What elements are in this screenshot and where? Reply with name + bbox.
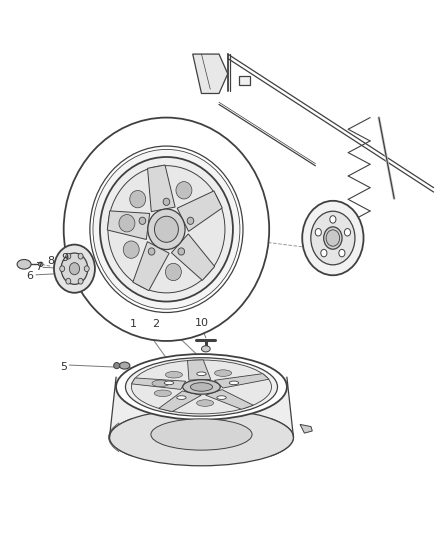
Ellipse shape	[123, 241, 139, 259]
Ellipse shape	[151, 419, 252, 450]
Ellipse shape	[39, 262, 43, 266]
Ellipse shape	[119, 362, 130, 369]
Text: 10: 10	[194, 318, 208, 328]
Ellipse shape	[164, 381, 174, 385]
Polygon shape	[148, 165, 175, 212]
Ellipse shape	[344, 229, 350, 236]
Ellipse shape	[108, 166, 225, 293]
Ellipse shape	[166, 263, 181, 281]
Ellipse shape	[78, 278, 83, 284]
Text: 1: 1	[130, 319, 137, 329]
Ellipse shape	[131, 360, 272, 414]
Ellipse shape	[324, 227, 342, 249]
Polygon shape	[171, 234, 215, 280]
Polygon shape	[205, 390, 253, 409]
Ellipse shape	[302, 201, 364, 275]
Ellipse shape	[110, 409, 293, 466]
Ellipse shape	[163, 198, 170, 205]
Ellipse shape	[217, 396, 226, 399]
Polygon shape	[187, 360, 211, 380]
Ellipse shape	[78, 253, 83, 259]
Text: 6: 6	[26, 271, 33, 281]
Ellipse shape	[66, 278, 71, 284]
Ellipse shape	[197, 400, 214, 406]
Ellipse shape	[148, 209, 185, 249]
Ellipse shape	[90, 146, 243, 312]
Ellipse shape	[154, 390, 171, 397]
Ellipse shape	[130, 190, 146, 208]
Ellipse shape	[66, 253, 71, 259]
Polygon shape	[193, 54, 228, 93]
Ellipse shape	[311, 211, 355, 265]
Polygon shape	[107, 211, 150, 239]
Text: 7: 7	[35, 262, 42, 272]
Text: 8: 8	[47, 256, 54, 266]
Ellipse shape	[191, 383, 212, 391]
Text: 5: 5	[60, 362, 67, 372]
Polygon shape	[131, 378, 186, 390]
Ellipse shape	[54, 245, 95, 293]
Ellipse shape	[187, 217, 194, 224]
Ellipse shape	[321, 249, 327, 257]
Ellipse shape	[178, 248, 184, 255]
Polygon shape	[177, 191, 222, 231]
Polygon shape	[215, 374, 269, 388]
Polygon shape	[133, 241, 169, 290]
Ellipse shape	[152, 380, 169, 386]
Ellipse shape	[330, 216, 336, 223]
Ellipse shape	[201, 346, 210, 352]
Ellipse shape	[61, 253, 88, 284]
Ellipse shape	[183, 379, 220, 394]
Polygon shape	[300, 424, 312, 433]
Ellipse shape	[176, 182, 192, 199]
Ellipse shape	[166, 372, 183, 378]
Ellipse shape	[177, 396, 186, 399]
Ellipse shape	[315, 229, 321, 236]
Ellipse shape	[155, 216, 178, 243]
Polygon shape	[239, 76, 250, 85]
Ellipse shape	[197, 372, 206, 376]
Ellipse shape	[64, 118, 269, 341]
Ellipse shape	[93, 149, 240, 309]
Text: 2: 2	[152, 319, 159, 329]
Text: 9: 9	[61, 253, 68, 263]
Ellipse shape	[215, 370, 232, 376]
Ellipse shape	[100, 157, 233, 302]
Polygon shape	[110, 377, 293, 437]
Ellipse shape	[139, 217, 146, 224]
Ellipse shape	[17, 260, 31, 269]
Polygon shape	[159, 391, 201, 411]
Ellipse shape	[125, 358, 278, 416]
Ellipse shape	[229, 381, 239, 385]
Ellipse shape	[339, 249, 345, 257]
Ellipse shape	[119, 215, 135, 232]
Ellipse shape	[60, 266, 65, 272]
Ellipse shape	[69, 263, 80, 274]
Ellipse shape	[113, 362, 120, 369]
Ellipse shape	[148, 248, 155, 255]
Ellipse shape	[116, 354, 287, 420]
Ellipse shape	[326, 230, 339, 246]
Ellipse shape	[84, 266, 89, 272]
